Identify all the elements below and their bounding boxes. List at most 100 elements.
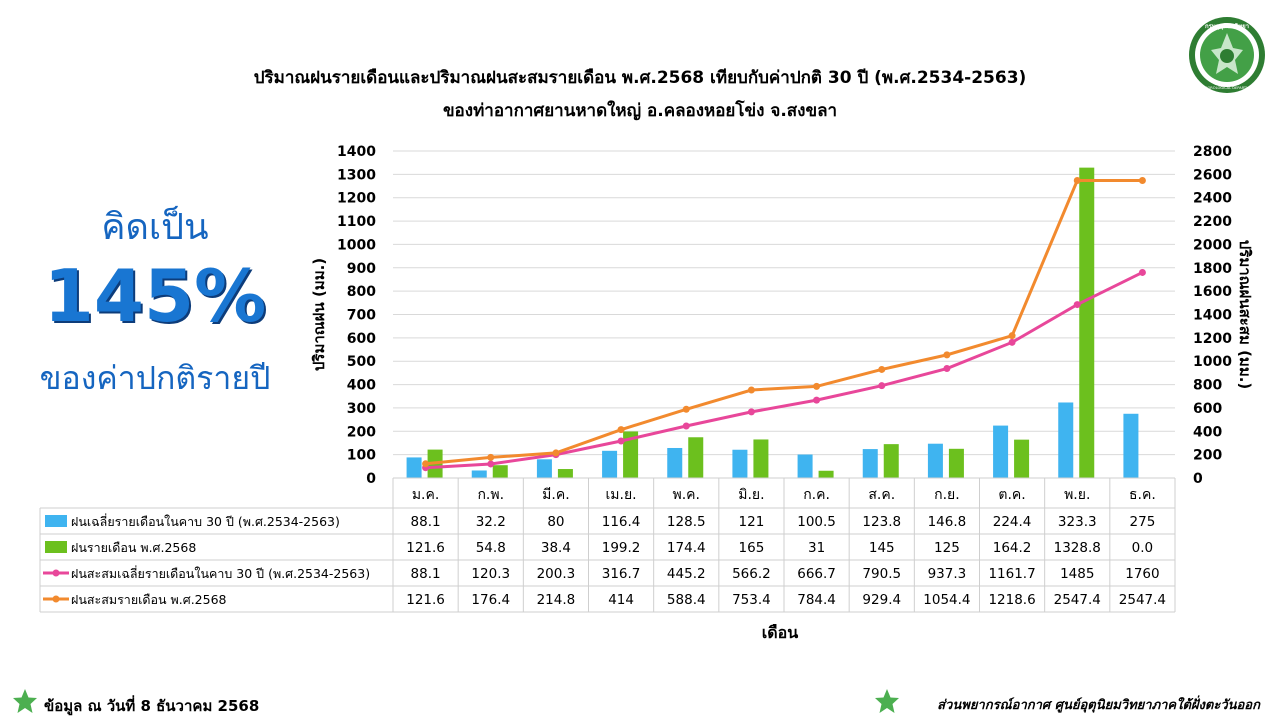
bar — [862, 449, 878, 478]
table-cell-value: 116.4 — [602, 514, 641, 530]
legend-label: ฝนสะสมเฉลี่ยรายเดือนในคาบ 30 ปี (พ.ศ.253… — [71, 565, 370, 581]
legend-label: ฝนรายเดือน พ.ศ.2568 — [71, 540, 196, 555]
bar — [623, 431, 639, 478]
summary-percent: 145% — [43, 254, 267, 338]
y-tick-label: 200 — [347, 424, 376, 440]
x-tick-label: ส.ค. — [868, 487, 895, 503]
line-point — [878, 365, 886, 373]
y-tick-label: 300 — [347, 401, 376, 417]
table-cell-value: 316.7 — [602, 566, 641, 582]
line-point — [487, 460, 495, 468]
y-tick-label: 1200 — [337, 191, 376, 207]
table-cell-value: 88.1 — [411, 566, 441, 582]
y2-tick-label: 2000 — [1193, 237, 1232, 253]
table-cell-value: 1218.6 — [988, 592, 1035, 608]
legend-marker — [52, 569, 60, 577]
bar — [536, 459, 552, 478]
table-cell-value: 929.4 — [862, 592, 901, 608]
line-point — [552, 449, 560, 457]
bar — [883, 444, 899, 478]
bar — [753, 439, 769, 478]
bar — [688, 437, 704, 478]
y2-tick-label: 0 — [1193, 471, 1203, 487]
y2-axis-title: ปริมาณฝนสะสม (มม.) — [1236, 240, 1254, 390]
table-cell-value: 790.5 — [862, 566, 901, 582]
y-tick-label: 600 — [347, 331, 376, 347]
bar — [993, 425, 1009, 478]
table-cell-value: 1161.7 — [988, 566, 1035, 582]
table-cell-value: 164.2 — [993, 540, 1032, 556]
summary-line1: คิดเป็น — [101, 207, 209, 248]
logo-bottom-text: METEOROLOGICAL DEPARTMENT — [1198, 86, 1258, 90]
table-cell-value: 123.8 — [862, 514, 901, 530]
x-tick-label: มิ.ย. — [738, 487, 764, 503]
line-point — [813, 382, 821, 390]
bar — [406, 457, 422, 478]
legend-label: ฝนสะสมรายเดือน พ.ศ.2568 — [71, 592, 227, 607]
table-cell-value: 80 — [547, 514, 564, 530]
table-cell-value: 2547.4 — [1054, 592, 1101, 608]
series-line — [425, 271, 1144, 470]
y2-tick-label: 1000 — [1193, 354, 1232, 370]
y2-tick-label: 2800 — [1193, 144, 1232, 160]
bar — [797, 454, 813, 478]
x-tick-label: พ.ย. — [1064, 487, 1090, 503]
table-cell-value: 445.2 — [667, 566, 706, 582]
y-tick-label: 1300 — [337, 167, 376, 183]
y-tick-label: 400 — [347, 378, 376, 394]
table-cell-value: 146.8 — [928, 514, 967, 530]
x-axis-title: เดือน — [761, 623, 799, 642]
y2-tick-label: 2200 — [1193, 214, 1232, 230]
table-cell-value: 121.6 — [406, 592, 445, 608]
footer-data-date: ข้อมูล ณ วันที่ 8 ธันวาคม 2568 — [44, 697, 260, 715]
table-cell-value: 1054.4 — [923, 592, 970, 608]
line-point — [878, 382, 886, 390]
x-tick-label: ม.ค. — [412, 487, 440, 503]
x-tick-label: ก.ย. — [934, 487, 960, 503]
table-cell-value: 275 — [1130, 514, 1156, 530]
table-cell-value: 128.5 — [667, 514, 706, 530]
table-cell-value: 174.4 — [667, 540, 706, 556]
table-cell-value: 38.4 — [541, 540, 571, 556]
table-cell-value: 1760 — [1125, 566, 1159, 582]
table-cell-value: 414 — [608, 592, 634, 608]
table-cell-value: 0.0 — [1132, 540, 1153, 556]
table-cell-value: 100.5 — [797, 514, 836, 530]
line-point — [943, 351, 951, 359]
line-point — [813, 396, 821, 404]
y2-tick-label: 2600 — [1193, 167, 1232, 183]
series-line — [425, 179, 1143, 466]
legend-label: ฝนเฉลี่ยรายเดือนในคาบ 30 ปี (พ.ศ.2534-25… — [71, 513, 340, 529]
table-cell-value: 224.4 — [993, 514, 1032, 530]
bar — [492, 465, 508, 478]
y2-tick-label: 800 — [1193, 378, 1222, 394]
table-cell-value: 31 — [808, 540, 825, 556]
y2-tick-label: 1400 — [1193, 308, 1232, 324]
y-tick-label: 500 — [347, 354, 376, 370]
bar — [1058, 402, 1074, 478]
table-cell-value: 120.3 — [471, 566, 510, 582]
y-tick-label: 1100 — [337, 214, 376, 230]
bar — [1079, 167, 1095, 478]
line-point — [1073, 301, 1081, 309]
y-tick-label: 900 — [347, 261, 376, 277]
x-tick-label: พ.ค. — [673, 487, 701, 503]
line-point — [943, 365, 951, 373]
line-point — [1138, 177, 1146, 185]
table-cell-value: 2547.4 — [1119, 592, 1166, 608]
y-tick-label: 1000 — [337, 237, 376, 253]
bar — [667, 447, 683, 478]
y2-tick-label: 200 — [1193, 448, 1222, 464]
table-cell-value: 54.8 — [476, 540, 506, 556]
meteorological-department-seal-icon: กรมอุตุนิยมวิทยา METEOROLOGICAL DEPARTME… — [1189, 17, 1265, 93]
line-point — [747, 408, 755, 416]
chart-title-line2: ของท่าอากาศยานหาดใหญ่ อ.คลองหอยโข่ง จ.สง… — [442, 101, 838, 121]
table-cell-value: 121 — [739, 514, 765, 530]
y-tick-label: 1400 — [337, 144, 376, 160]
bar — [471, 470, 487, 478]
table-cell-value: 199.2 — [602, 540, 641, 556]
line-point — [1008, 338, 1016, 346]
table-cell-value: 176.4 — [471, 592, 510, 608]
legend-marker — [52, 595, 60, 603]
